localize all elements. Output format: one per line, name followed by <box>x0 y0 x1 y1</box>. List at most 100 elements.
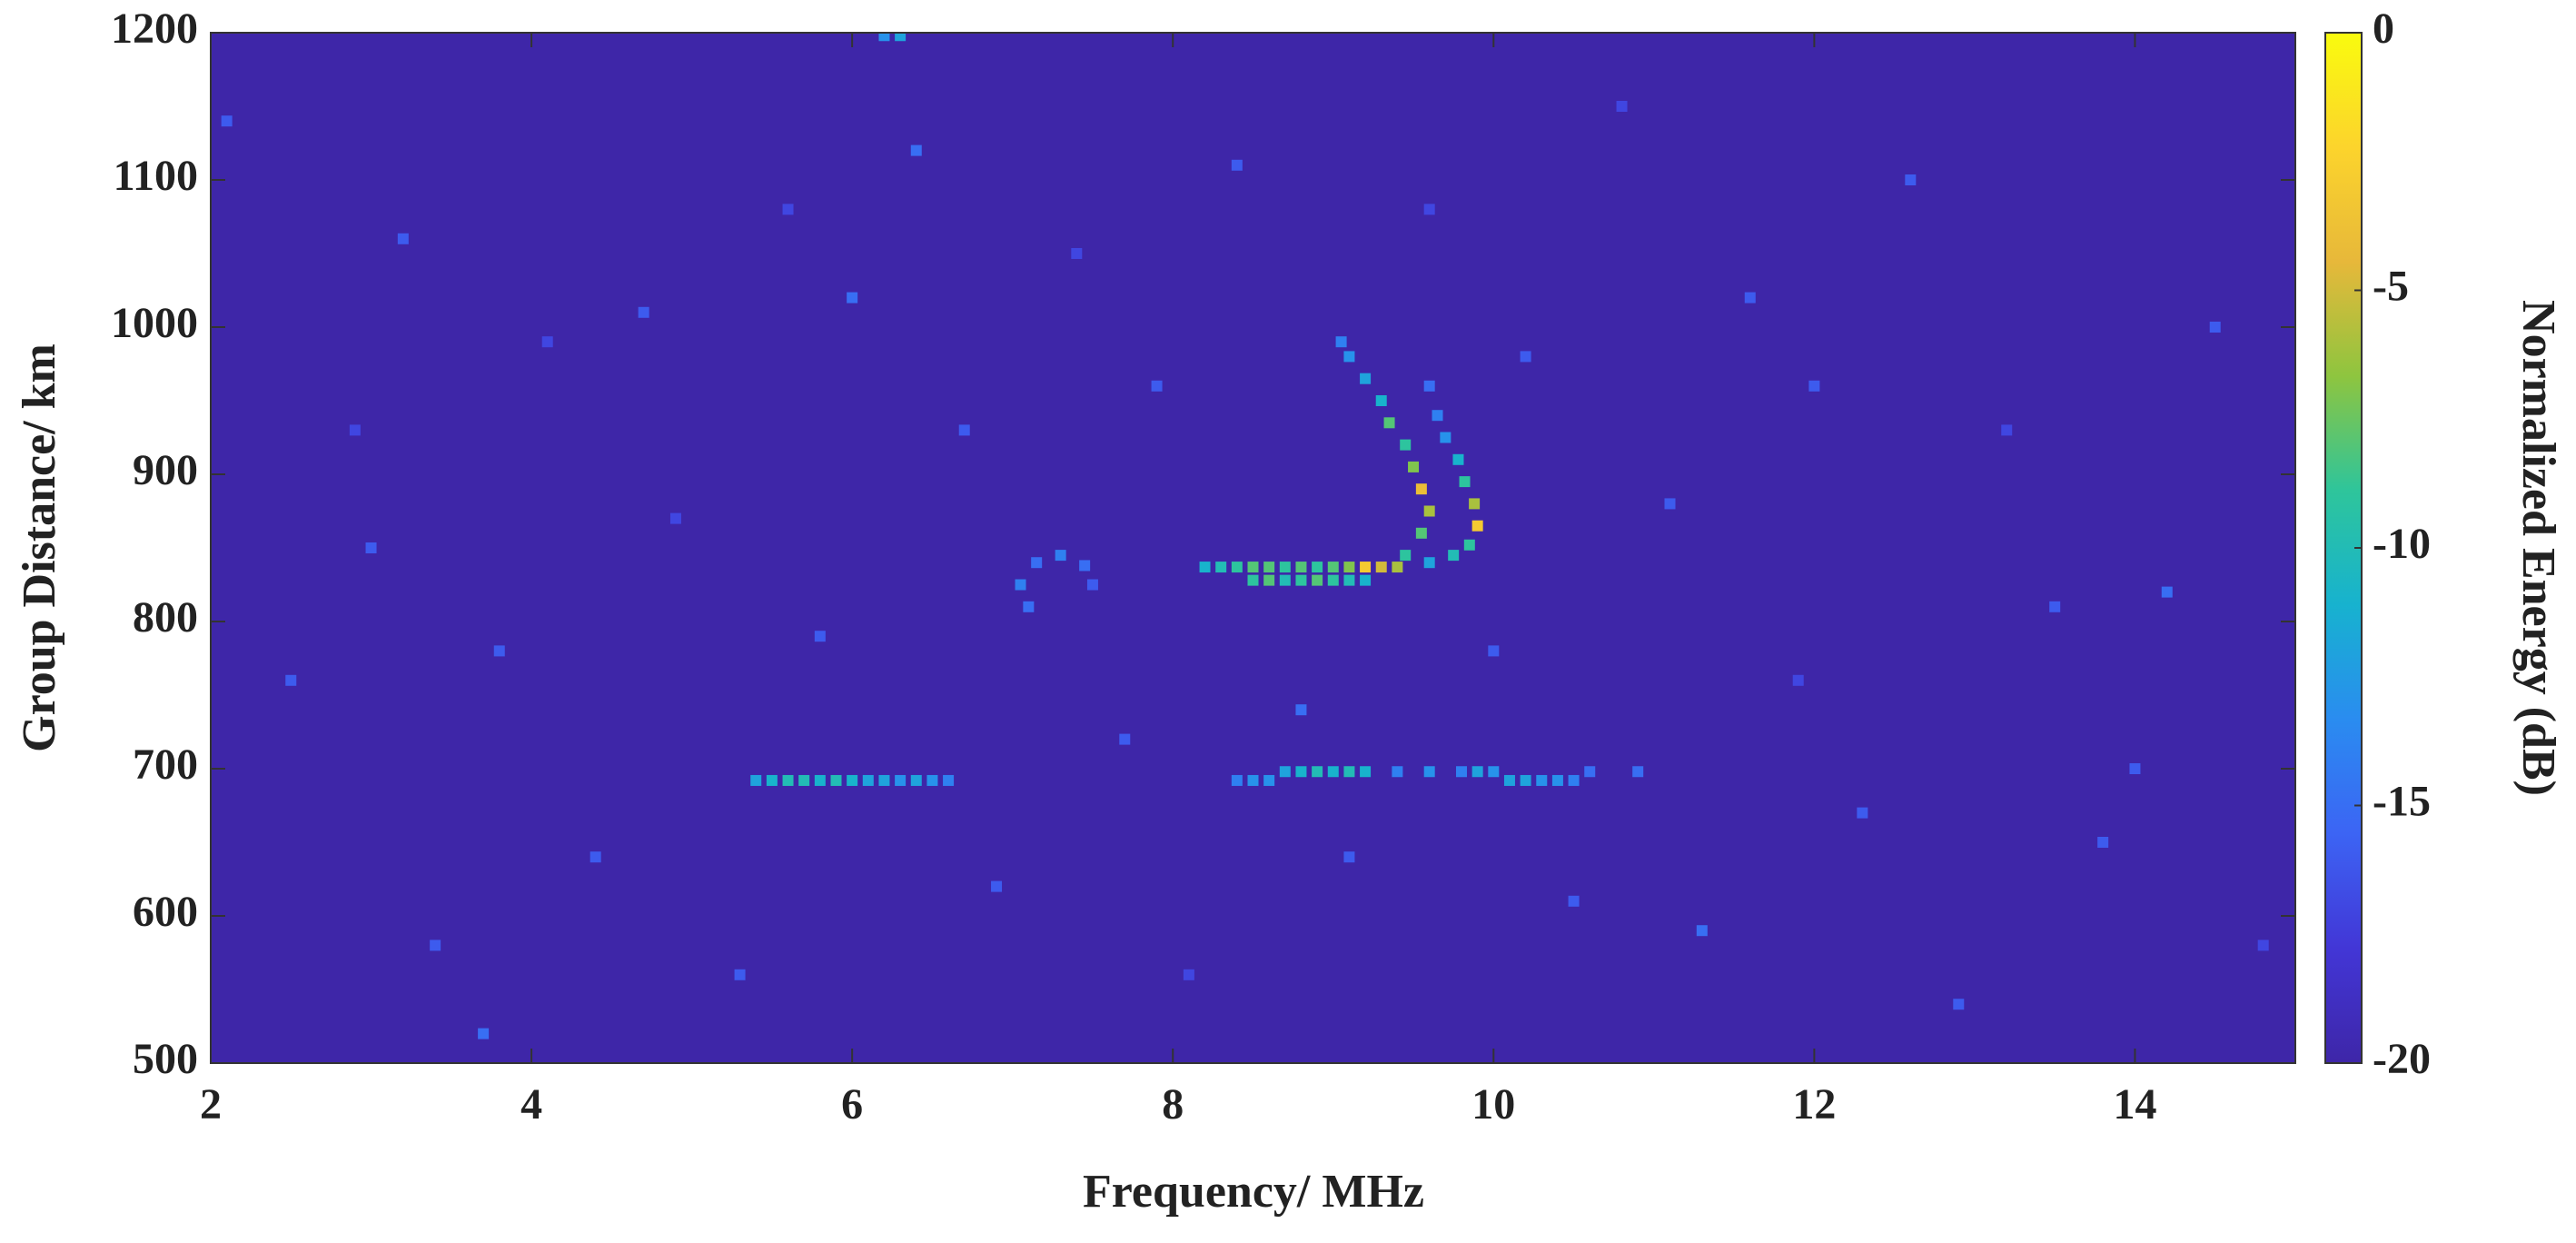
heatmap-cell <box>1383 417 1395 429</box>
heatmap-cell <box>1463 539 1475 551</box>
x-tick-label: 6 <box>841 1080 863 1129</box>
heatmap-cell <box>1664 498 1676 510</box>
heatmap-cell <box>2049 601 2061 612</box>
heatmap-cell <box>1536 774 1548 786</box>
colorbar-tick-label: -15 <box>2373 778 2431 826</box>
heatmap-cell <box>814 631 826 642</box>
colorbar-tick-label: -20 <box>2373 1035 2431 1083</box>
heatmap-cell <box>1432 410 1443 422</box>
heatmap-cell <box>1488 645 1500 657</box>
heatmap-cell <box>1616 101 1628 112</box>
heatmap-cell <box>878 774 890 786</box>
heatmap-cell <box>1423 505 1435 517</box>
heatmap-cell <box>1375 395 1387 406</box>
y-tick-label: 1200 <box>111 5 198 53</box>
heatmap-cell <box>1183 969 1194 980</box>
heatmap-cell <box>910 144 922 156</box>
heatmap-cell <box>1408 461 1420 472</box>
heatmap-cell <box>830 774 842 786</box>
cells <box>221 33 2269 1039</box>
heatmap-cell <box>1295 766 1307 778</box>
heatmap-cell <box>1392 562 1403 573</box>
heatmap-cell <box>782 774 794 786</box>
heatmap-cell <box>1456 766 1467 778</box>
heatmap-cell <box>1400 439 1412 451</box>
heatmap-cell <box>1452 453 1464 465</box>
heatmap-cell <box>1312 562 1323 573</box>
heatmap-cell <box>2161 586 2173 598</box>
heatmap-cell <box>1423 204 1435 215</box>
y-tick-label: 1000 <box>111 299 198 347</box>
heatmap-cell <box>1231 774 1243 786</box>
heatmap-cell <box>814 774 826 786</box>
heatmap-cell <box>1471 520 1483 532</box>
heatmap-cell <box>1343 766 1355 778</box>
heatmap-cell <box>1471 766 1483 778</box>
heatmap-cell <box>1520 774 1531 786</box>
heatmap-cell <box>1808 380 1820 392</box>
heatmap-cell <box>1263 562 1275 573</box>
heatmap-cell <box>2257 940 2269 951</box>
heatmap-cell <box>1375 562 1387 573</box>
heatmap-cell <box>1151 380 1163 392</box>
heatmap-cell <box>1199 562 1211 573</box>
heatmap-cell <box>2129 763 2141 774</box>
heatmap-cell <box>285 674 297 686</box>
heatmap-cell <box>1231 159 1243 171</box>
plot-frame <box>210 32 2296 1064</box>
colorbar-tick-label: 0 <box>2373 5 2394 53</box>
heatmap-cell <box>669 512 681 524</box>
heatmap-cell <box>2001 424 2013 436</box>
heatmap-cell <box>1551 774 1563 786</box>
heatmap-cell <box>766 774 778 786</box>
heatmap-cell <box>910 774 922 786</box>
heatmap-cell <box>1632 766 1644 778</box>
heatmap-cell <box>1295 562 1307 573</box>
heatmap-cell <box>1469 498 1481 510</box>
heatmap-cell <box>1343 574 1355 586</box>
heatmap-cell <box>1247 774 1259 786</box>
heatmap-cell <box>397 233 409 244</box>
heatmap-cell <box>1360 373 1372 384</box>
heatmap-cell <box>365 542 377 553</box>
heatmap-background <box>211 33 2295 1063</box>
x-tick-label: 8 <box>1162 1080 1184 1129</box>
heatmap-cell <box>2097 837 2109 848</box>
x-tick-label: 14 <box>2113 1080 2156 1129</box>
heatmap-cell <box>847 774 858 786</box>
y-tick-label: 900 <box>133 446 198 494</box>
y-tick-label: 1100 <box>114 152 198 200</box>
heatmap-cell <box>1459 476 1471 488</box>
heatmap-cell <box>430 940 441 951</box>
heatmap-cell <box>1031 557 1043 569</box>
heatmap-cell <box>638 306 649 318</box>
heatmap-cell <box>1279 562 1291 573</box>
y-tick-label: 800 <box>133 593 198 641</box>
heatmap-cell <box>2209 322 2221 333</box>
heatmap-cell <box>1247 574 1259 586</box>
heatmap-cell <box>1215 562 1227 573</box>
heatmap-cell <box>782 204 794 215</box>
x-tick-label: 10 <box>1471 1080 1515 1129</box>
heatmap-cell <box>1119 733 1131 745</box>
heatmap-cell <box>1343 351 1355 363</box>
heatmap-cell <box>878 33 890 42</box>
heatmap-cell <box>1423 380 1435 392</box>
y-tick-label: 600 <box>133 888 198 936</box>
heatmap-cell <box>1071 248 1083 259</box>
heatmap-cell <box>1568 895 1580 907</box>
heatmap-cell <box>1400 550 1412 562</box>
x-tick-label: 2 <box>200 1080 222 1129</box>
heatmap-cell <box>1360 574 1372 586</box>
heatmap-cell <box>1279 574 1291 586</box>
x-axis-label: Frequency/ MHz <box>1083 1166 1424 1218</box>
y-tick-label: 500 <box>133 1035 198 1083</box>
heatmap-cell <box>991 880 1003 892</box>
heatmap-cell <box>847 292 858 303</box>
heatmap-cell <box>1015 579 1026 591</box>
heatmap-cell <box>493 645 505 657</box>
heatmap-cell <box>1415 527 1427 539</box>
heatmap-cell <box>1263 574 1275 586</box>
heatmap-cell <box>541 336 553 348</box>
